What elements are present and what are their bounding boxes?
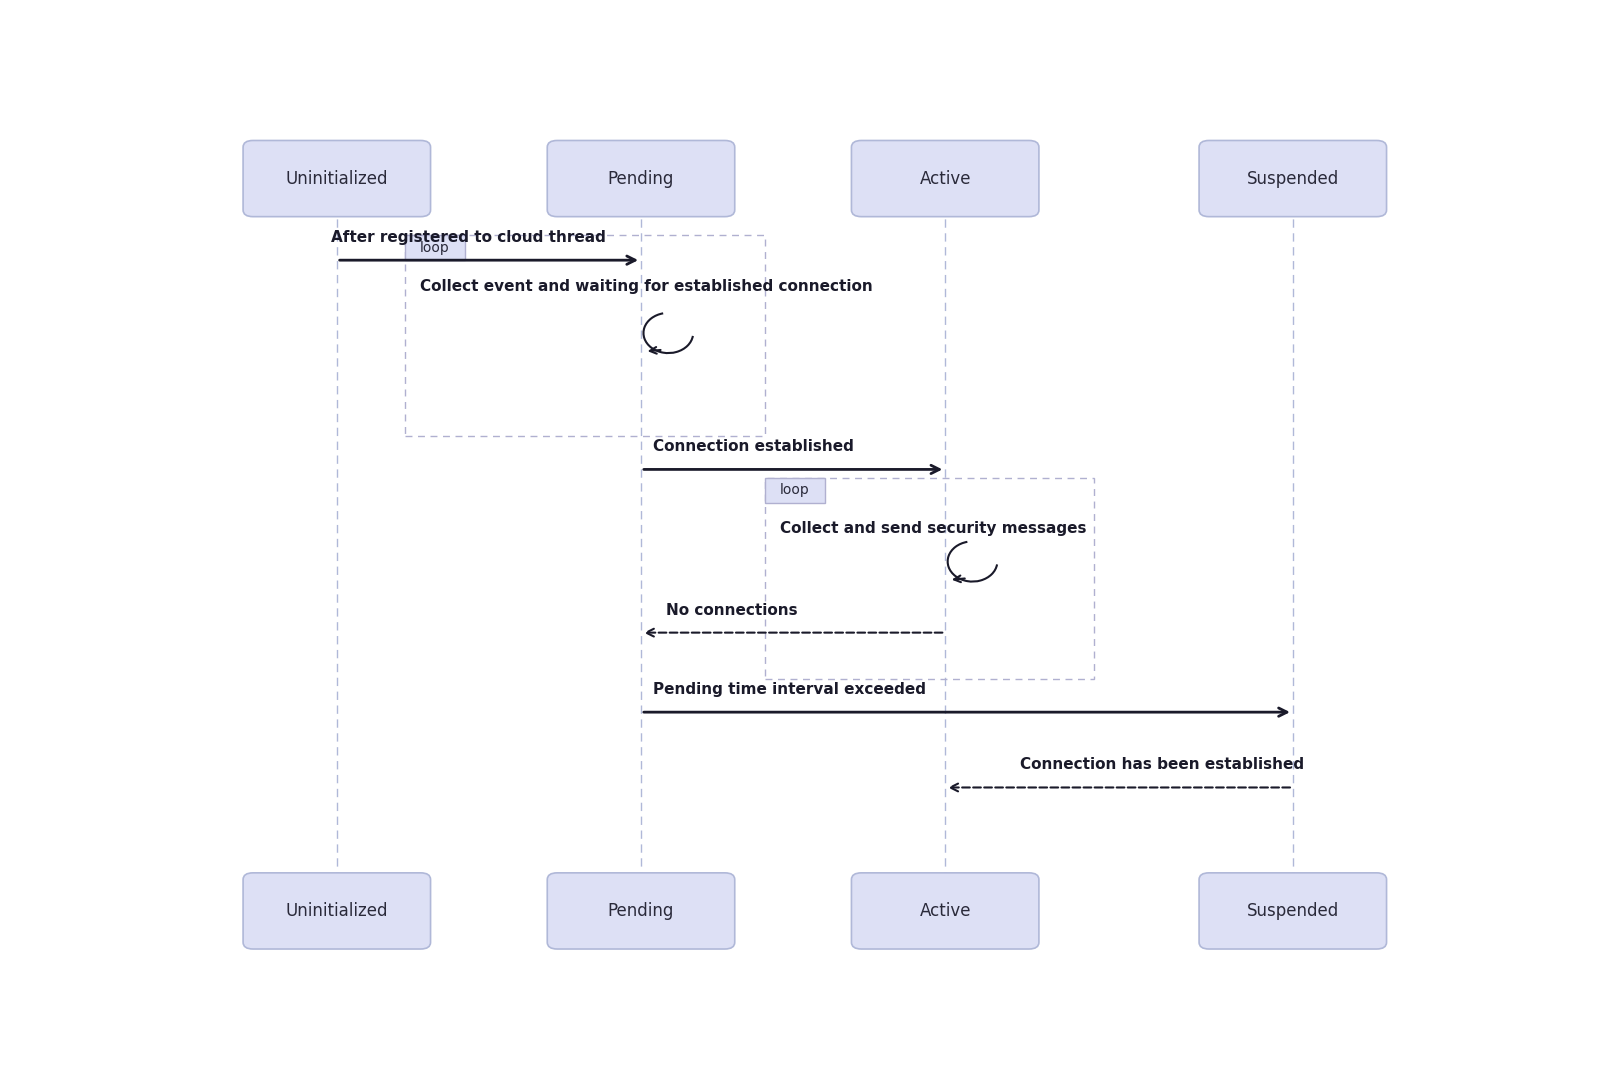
Text: Suspended: Suspended [1246, 170, 1339, 188]
FancyBboxPatch shape [1198, 140, 1387, 216]
FancyBboxPatch shape [1198, 873, 1387, 949]
FancyBboxPatch shape [405, 235, 465, 260]
FancyBboxPatch shape [244, 140, 431, 216]
Bar [766, 478, 1094, 678]
Text: Collect and send security messages: Collect and send security messages [780, 522, 1086, 536]
Text: loop: loop [420, 240, 450, 254]
Text: Collect event and waiting for established connection: Collect event and waiting for establishe… [420, 278, 873, 293]
Text: Pending: Pending [607, 902, 674, 920]
Text: Connection established: Connection established [654, 439, 854, 454]
Bar [405, 235, 766, 436]
FancyBboxPatch shape [766, 478, 825, 503]
Text: Active: Active [920, 902, 971, 920]
FancyBboxPatch shape [851, 140, 1040, 216]
Text: Pending: Pending [607, 170, 674, 188]
FancyBboxPatch shape [548, 873, 735, 949]
Text: After registered to cloud thread: After registered to cloud thread [330, 230, 606, 245]
Text: Suspended: Suspended [1246, 902, 1339, 920]
Text: Active: Active [920, 170, 971, 188]
Text: Uninitialized: Uninitialized [285, 902, 388, 920]
Text: Connection has been established: Connection has been established [1019, 758, 1304, 773]
FancyBboxPatch shape [244, 873, 431, 949]
FancyBboxPatch shape [548, 140, 735, 216]
FancyBboxPatch shape [851, 873, 1040, 949]
Text: loop: loop [780, 484, 811, 498]
Text: No connections: No connections [666, 602, 798, 617]
Text: Uninitialized: Uninitialized [285, 170, 388, 188]
Text: Pending time interval exceeded: Pending time interval exceeded [654, 682, 926, 697]
